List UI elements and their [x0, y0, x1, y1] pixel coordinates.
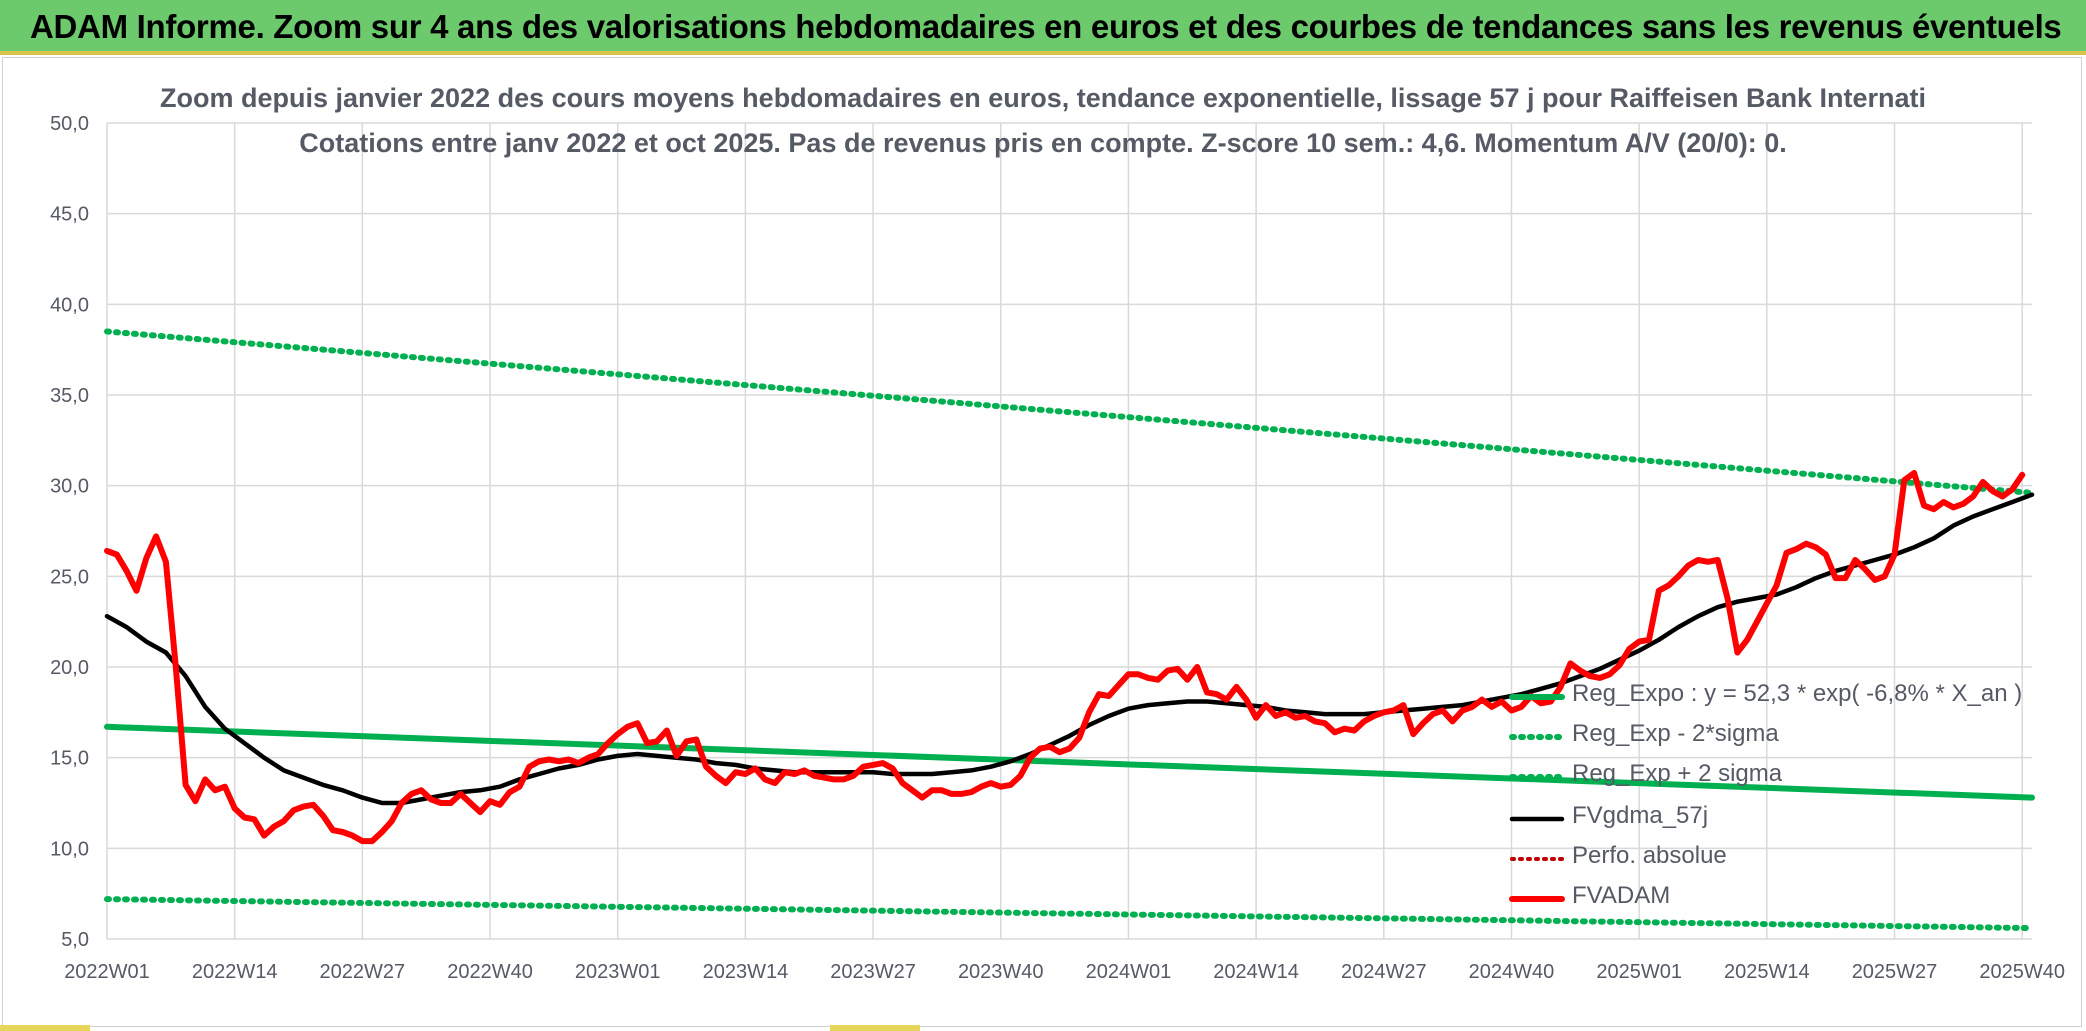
x-tick-label: 2025W01 [1596, 961, 1682, 983]
y-tick-label: 20,0 [50, 657, 89, 679]
reg-exp-plus-2sigma-line [104, 328, 2035, 496]
x-tick-label: 2023W14 [703, 961, 789, 983]
y-tick-label: 25,0 [50, 566, 89, 588]
chart-title: Zoom depuis janvier 2022 des cours moyen… [159, 83, 1927, 113]
chart-subtitle: Cotations entre janv 2022 et oct 2025. P… [299, 128, 1787, 158]
x-tick-label: 2024W27 [1341, 961, 1427, 983]
y-tick-label: 30,0 [50, 476, 89, 498]
x-tick-label: 2025W27 [1852, 961, 1938, 983]
x-tick-label: 2024W40 [1469, 961, 1555, 983]
x-tick-label: 2022W01 [64, 961, 150, 983]
legend-label-reg-exp-plus: Reg_Exp + 2 sigma [1572, 760, 1783, 787]
x-tick-label: 2023W01 [575, 961, 661, 983]
x-tick-label: 2024W01 [1086, 961, 1172, 983]
legend-label-reg-expo: Reg_Expo : y = 52,3 * exp( -6,8% * X_an … [1572, 680, 2023, 707]
y-tick-label: 10,0 [50, 838, 89, 860]
x-tick-label: 2024W14 [1213, 961, 1299, 983]
x-tick-label: 2022W40 [447, 961, 533, 983]
frame-corner-middle [830, 1025, 920, 1031]
legend-label-fvgdma: FVgdma_57j [1572, 802, 1709, 829]
x-tick-label: 2025W40 [1979, 961, 2065, 983]
y-tick-label: 40,0 [50, 294, 89, 316]
legend-label-perfo: Perfo. absolue [1572, 842, 1727, 869]
reg-exp-minus-2sigma-line [104, 896, 2035, 932]
report-banner: ADAM Informe. Zoom sur 4 ans des valoris… [0, 0, 2086, 55]
report-title: ADAM Informe. Zoom sur 4 ans des valoris… [30, 8, 2062, 45]
frame-corner-left [0, 1025, 90, 1031]
x-tick-label: 2023W40 [958, 961, 1044, 983]
x-tick-label: 2022W14 [192, 961, 278, 983]
chart-frame [2, 57, 2082, 1027]
x-tick-label: 2022W27 [320, 961, 406, 983]
reg-expo-line [104, 723, 2035, 801]
x-tick-label: 2025W14 [1724, 961, 1810, 983]
x-tick-label: 2023W27 [830, 961, 916, 983]
y-tick-label: 5,0 [61, 929, 89, 951]
fvadam-line [104, 470, 2026, 845]
legend-label-fvadam: FVADAM [1572, 882, 1671, 909]
y-tick-label: 45,0 [50, 204, 89, 226]
y-tick-label: 15,0 [50, 748, 89, 770]
legend-label-reg-exp-minus: Reg_Exp - 2*sigma [1572, 720, 1779, 747]
y-tick-label: 35,0 [50, 385, 89, 407]
y-tick-label: 50,0 [50, 113, 89, 135]
